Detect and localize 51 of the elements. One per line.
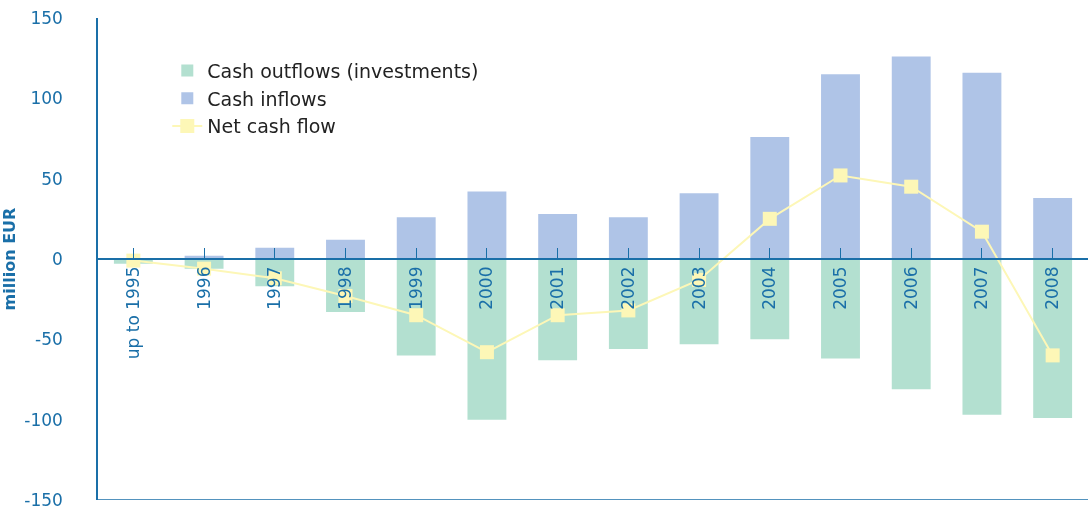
bar [538, 214, 578, 259]
bar [962, 72, 1002, 259]
y-tick-label: 0 [52, 248, 63, 269]
bar [891, 56, 931, 259]
point [409, 308, 424, 323]
legend-label: Cash outflows (investments) [207, 60, 479, 82]
point [762, 211, 777, 226]
bar [255, 247, 295, 259]
x-tick-label: 1998 [335, 266, 356, 310]
bar [326, 239, 365, 259]
bar [962, 259, 1002, 415]
x-tick-label: 2002 [617, 266, 638, 310]
bar [891, 259, 931, 390]
x-tick-label: 1997 [264, 266, 285, 310]
x-tick-label: 1996 [193, 266, 214, 310]
y-tick-label: -50 [35, 329, 63, 350]
point [550, 308, 565, 323]
bar [396, 217, 436, 259]
point [833, 168, 848, 183]
bar [1033, 259, 1073, 419]
point [1045, 348, 1060, 363]
point [974, 224, 989, 239]
x-tick-label: 2004 [759, 266, 780, 310]
x-tick-label: 1999 [405, 266, 426, 310]
y-tick-label: 50 [41, 168, 63, 189]
bar [538, 259, 578, 361]
x-tick-label: 2005 [830, 266, 851, 310]
legend-label: Cash inflows [207, 87, 327, 110]
y-tick-label: -100 [24, 409, 63, 430]
x-tick-label: 2001 [547, 266, 568, 310]
y-tick-label: -150 [24, 489, 63, 510]
bar [467, 259, 507, 420]
y-axis-title: million EUR [0, 207, 19, 311]
x-tick-label: 2000 [476, 266, 497, 310]
point [479, 345, 494, 360]
legend-label: Net cash flow [207, 115, 336, 138]
point [904, 179, 919, 194]
x-tick-label: up to 1995 [122, 266, 143, 360]
x-tick-label: 2003 [688, 266, 709, 310]
bar [821, 259, 860, 359]
y-tick-label: 150 [30, 7, 63, 28]
bar [1033, 197, 1073, 259]
x-tick-label: 2006 [900, 266, 921, 310]
x-tick-label: 2008 [1042, 266, 1063, 310]
bar [750, 136, 790, 259]
bar [821, 74, 860, 259]
bar [467, 191, 507, 259]
x-tick-label: 2007 [971, 266, 992, 310]
bar [608, 217, 648, 259]
y-tick-label: 100 [30, 88, 63, 109]
bar [679, 193, 719, 259]
